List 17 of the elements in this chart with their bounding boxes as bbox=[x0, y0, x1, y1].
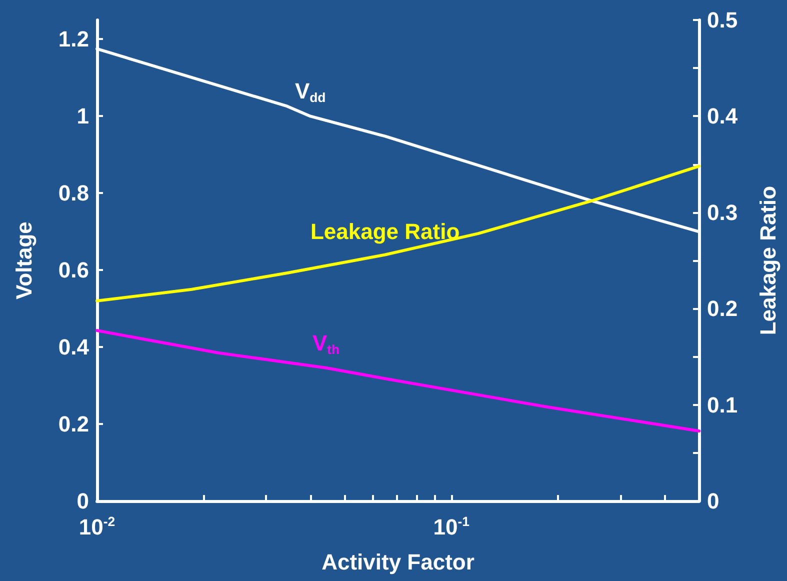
y2-tick-label: 0.4 bbox=[707, 104, 738, 129]
y2-tick-label: 0.1 bbox=[707, 392, 738, 418]
series-label: Leakage Ratio bbox=[310, 219, 460, 244]
y-axis-title: Voltage bbox=[12, 222, 36, 300]
y-tick-label: 0.2 bbox=[58, 412, 89, 437]
y2-axis-title: Leakage Ratio bbox=[756, 186, 780, 336]
y-tick-label: 0 bbox=[76, 488, 89, 514]
y2-tick-label: 0.3 bbox=[707, 200, 738, 225]
y-tick-label: 0.4 bbox=[58, 334, 90, 360]
y-tick-label: 0.8 bbox=[58, 180, 89, 206]
y-tick-label: 1 bbox=[76, 104, 89, 129]
y-tick-label: 1.2 bbox=[58, 26, 89, 52]
y2-tick-label: 0 bbox=[707, 488, 720, 514]
y2-tick-label: 0.2 bbox=[707, 296, 738, 322]
y2-tick-label: 0.5 bbox=[707, 8, 738, 32]
y-tick-label: 0.6 bbox=[58, 258, 89, 283]
x-axis-title: Activity Factor bbox=[322, 550, 475, 574]
